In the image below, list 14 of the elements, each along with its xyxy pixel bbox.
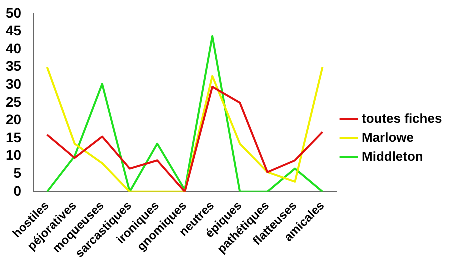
y-tick-label: 20 (6, 112, 22, 128)
y-tick-label: 25 (6, 94, 22, 110)
y-tick-label: 5 (14, 165, 22, 181)
y-tick-label: 0 (14, 182, 22, 199)
legend-label: Marlowe (362, 130, 414, 146)
y-tick-label: 30 (6, 76, 22, 92)
y-tick-label: 50 (6, 4, 22, 21)
y-tick-label: 45 (6, 22, 22, 39)
y-tick-label: 35 (6, 58, 22, 74)
y-tick-label: 10 (6, 147, 22, 164)
y-tick-label: 15 (6, 129, 22, 146)
legend-label: toutes fiches (362, 111, 442, 126)
y-tick-label: 40 (6, 40, 22, 56)
legend-label: Middleton (362, 149, 424, 164)
